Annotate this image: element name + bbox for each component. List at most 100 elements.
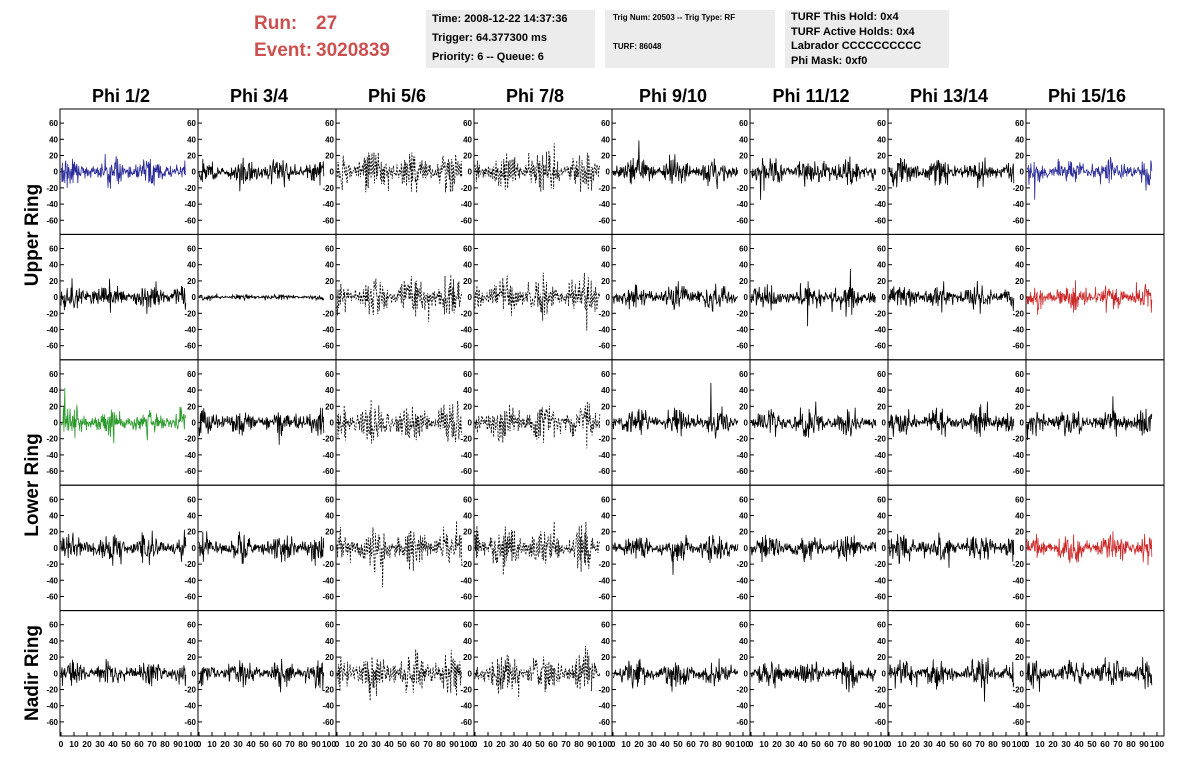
y-tick-label: 0 (54, 669, 59, 678)
x-tick-label: 100 (322, 739, 336, 749)
y-tick-label: -60 (322, 216, 334, 225)
y-tick-label: 20 (877, 653, 886, 662)
x-tick-label: 80 (436, 739, 446, 749)
x-tick-label: 0 (59, 739, 64, 749)
y-tick-label: 60 (739, 370, 748, 379)
y-tick-label: -40 (184, 451, 196, 460)
y-tick-label: 0 (1020, 544, 1025, 553)
y-tick-label: -20 (736, 435, 748, 444)
y-tick-label: -20 (598, 435, 610, 444)
y-tick-label: -20 (184, 184, 196, 193)
y-tick-label: -40 (736, 326, 748, 335)
x-tick-label: 80 (988, 739, 998, 749)
y-tick-label: 40 (601, 135, 610, 144)
y-tick-label: 0 (606, 168, 611, 177)
waveform-trace-r1-c5 (750, 268, 877, 327)
y-tick-label: -60 (736, 467, 748, 476)
y-tick-label: 60 (601, 245, 610, 254)
column-header-phi-9-10: Phi 9/10 (638, 86, 708, 106)
turf-active-text: TURF Active Holds: 0x4 (791, 25, 915, 38)
x-tick-label: 90 (863, 739, 873, 749)
y-tick-label: 60 (325, 370, 334, 379)
y-tick-label: 40 (463, 261, 472, 270)
y-tick-label: -20 (460, 435, 472, 444)
y-tick-label: 40 (1015, 261, 1024, 270)
waveform-trace-r1-c3 (474, 272, 601, 331)
y-tick-label: -40 (46, 702, 58, 711)
y-tick-label: 60 (49, 119, 58, 128)
y-tick-label: -20 (322, 435, 334, 444)
y-tick-label: -40 (184, 326, 196, 335)
y-tick-label: -20 (322, 309, 334, 318)
y-tick-label: -40 (874, 326, 886, 335)
y-tick-label: -20 (1012, 560, 1024, 569)
x-tick-label: 40 (1074, 739, 1084, 749)
y-tick-label: 60 (325, 495, 334, 504)
x-tick-label: 30 (233, 739, 243, 749)
y-tick-label: 60 (739, 119, 748, 128)
y-tick-label: 0 (882, 669, 887, 678)
y-tick-label: 40 (877, 261, 886, 270)
x-tick-label: 100 (184, 739, 198, 749)
waveform-trace-r0-c1 (198, 157, 325, 192)
y-tick-label: 40 (49, 512, 58, 521)
y-tick-label: 60 (1015, 621, 1024, 630)
waveform-trace-r1-c1 (198, 293, 325, 302)
y-tick-label: 20 (463, 528, 472, 537)
x-tick-label: 10 (483, 739, 493, 749)
y-tick-label: -60 (184, 216, 196, 225)
column-header-phi-15-16: Phi 15/16 (1047, 86, 1127, 106)
y-tick-label: -40 (322, 200, 334, 209)
waveform-trace-r2-c3 (474, 401, 601, 449)
y-tick-label: 20 (1015, 402, 1024, 411)
y-tick-label: -60 (1012, 593, 1024, 602)
x-tick-label: 90 (311, 739, 321, 749)
waveform-trace-r0-c2 (336, 152, 463, 193)
y-tick-label: 20 (601, 653, 610, 662)
y-tick-label: 0 (54, 293, 59, 302)
x-tick-label: 100 (460, 739, 474, 749)
y-tick-label: -20 (736, 686, 748, 695)
x-tick-label: 30 (1061, 739, 1071, 749)
x-tick-label: 20 (634, 739, 644, 749)
y-tick-label: -40 (736, 702, 748, 711)
y-tick-label: -60 (322, 593, 334, 602)
x-tick-label: 50 (811, 739, 821, 749)
y-tick-label: -20 (184, 686, 196, 695)
y-tick-label: 20 (49, 152, 58, 161)
waveform-trace-r1-c2 (336, 274, 463, 322)
y-tick-label: -60 (1012, 216, 1024, 225)
y-tick-label: 40 (187, 135, 196, 144)
waveform-trace-r4-c7 (1026, 657, 1153, 692)
y-tick-label: -20 (874, 184, 886, 193)
y-tick-label: -60 (46, 342, 58, 351)
x-tick-label: 30 (923, 739, 933, 749)
y-tick-label: 20 (325, 277, 334, 286)
y-tick-label: 60 (877, 370, 886, 379)
turf-hold-text: TURF This Hold: 0x4 (791, 11, 899, 23)
y-tick-label: 20 (325, 653, 334, 662)
y-tick-label: -20 (322, 184, 334, 193)
event-label: Event: (254, 40, 313, 61)
y-tick-label: -60 (46, 216, 58, 225)
y-tick-label: 0 (744, 168, 749, 177)
y-tick-label: -60 (736, 342, 748, 351)
run-value: 27 (316, 13, 338, 34)
y-tick-label: 20 (739, 528, 748, 537)
y-tick-label: 0 (54, 168, 59, 177)
x-tick-label: 60 (824, 739, 834, 749)
waveform-trace-r3-c0 (60, 529, 187, 566)
y-tick-label: -20 (874, 686, 886, 695)
y-tick-label: -40 (598, 200, 610, 209)
waveform-trace-r0-c6 (888, 157, 1015, 189)
y-tick-label: 20 (739, 152, 748, 161)
y-tick-label: 0 (54, 419, 59, 428)
y-tick-label: 60 (463, 119, 472, 128)
y-tick-label: -40 (460, 702, 472, 711)
y-tick-label: 20 (463, 653, 472, 662)
x-tick-label: 0 (473, 739, 478, 749)
x-tick-label: 30 (647, 739, 657, 749)
y-tick-label: -20 (460, 309, 472, 318)
y-tick-label: 0 (468, 669, 473, 678)
